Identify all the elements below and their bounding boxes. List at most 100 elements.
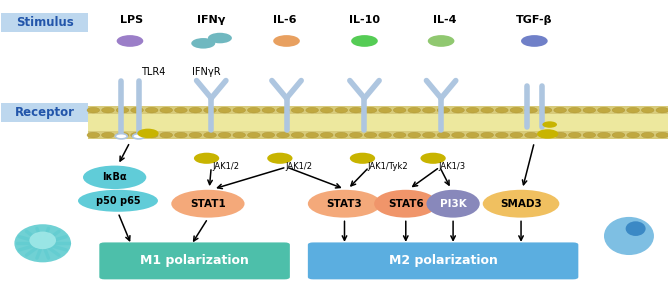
- Circle shape: [521, 35, 548, 47]
- FancyBboxPatch shape: [88, 114, 668, 131]
- Circle shape: [102, 107, 114, 113]
- Circle shape: [466, 107, 479, 113]
- Circle shape: [116, 35, 143, 47]
- Circle shape: [208, 33, 232, 43]
- Text: TGF-β: TGF-β: [516, 15, 553, 25]
- Ellipse shape: [83, 165, 147, 189]
- Circle shape: [175, 132, 187, 138]
- Text: LPS: LPS: [120, 15, 143, 25]
- Circle shape: [627, 132, 640, 138]
- Text: STAT1: STAT1: [190, 199, 226, 209]
- Circle shape: [379, 132, 391, 138]
- FancyBboxPatch shape: [308, 242, 578, 279]
- Circle shape: [115, 133, 127, 139]
- Text: IL-4: IL-4: [433, 15, 456, 25]
- FancyBboxPatch shape: [1, 13, 88, 32]
- Circle shape: [233, 107, 246, 113]
- Text: M2 polarization: M2 polarization: [389, 254, 498, 267]
- Circle shape: [320, 132, 333, 138]
- Circle shape: [145, 132, 158, 138]
- Text: STAT6: STAT6: [388, 199, 423, 209]
- Circle shape: [481, 107, 494, 113]
- FancyBboxPatch shape: [1, 103, 88, 122]
- Circle shape: [642, 107, 654, 113]
- Circle shape: [393, 107, 406, 113]
- Circle shape: [452, 107, 464, 113]
- Circle shape: [656, 132, 668, 138]
- Circle shape: [537, 129, 559, 139]
- Circle shape: [423, 107, 436, 113]
- Ellipse shape: [604, 217, 654, 255]
- Circle shape: [437, 107, 450, 113]
- Circle shape: [87, 132, 100, 138]
- Circle shape: [524, 107, 537, 113]
- Circle shape: [379, 107, 391, 113]
- Circle shape: [233, 132, 246, 138]
- FancyBboxPatch shape: [88, 131, 668, 139]
- Circle shape: [583, 107, 595, 113]
- Text: JAK1/Tyk2: JAK1/Tyk2: [368, 162, 409, 171]
- Text: Receptor: Receptor: [15, 106, 75, 119]
- Circle shape: [554, 132, 567, 138]
- Circle shape: [291, 132, 304, 138]
- Circle shape: [612, 107, 625, 113]
- Circle shape: [306, 107, 318, 113]
- Text: Stimulus: Stimulus: [16, 16, 74, 29]
- Circle shape: [203, 107, 216, 113]
- Text: IFNγR: IFNγR: [192, 67, 221, 77]
- Circle shape: [408, 107, 421, 113]
- Text: IκBα: IκBα: [102, 172, 127, 182]
- Circle shape: [145, 107, 158, 113]
- Ellipse shape: [374, 190, 438, 218]
- Text: IL-6: IL-6: [273, 15, 296, 25]
- Circle shape: [597, 107, 610, 113]
- Circle shape: [262, 132, 275, 138]
- Circle shape: [408, 132, 421, 138]
- Circle shape: [350, 132, 362, 138]
- Circle shape: [273, 35, 300, 47]
- Circle shape: [496, 132, 508, 138]
- Circle shape: [218, 107, 231, 113]
- Circle shape: [583, 132, 595, 138]
- Ellipse shape: [483, 190, 559, 218]
- Ellipse shape: [78, 190, 158, 212]
- Circle shape: [496, 107, 508, 113]
- Circle shape: [102, 132, 114, 138]
- Text: IFNγ: IFNγ: [197, 15, 225, 25]
- Circle shape: [191, 38, 215, 49]
- Text: STAT3: STAT3: [326, 199, 363, 209]
- Circle shape: [569, 107, 581, 113]
- Circle shape: [194, 153, 219, 164]
- Circle shape: [248, 132, 260, 138]
- Circle shape: [642, 132, 654, 138]
- Circle shape: [524, 132, 537, 138]
- Circle shape: [277, 107, 289, 113]
- Circle shape: [189, 132, 202, 138]
- Circle shape: [116, 107, 129, 113]
- Circle shape: [320, 107, 333, 113]
- Text: JAK1/3: JAK1/3: [438, 162, 466, 171]
- Circle shape: [427, 35, 454, 47]
- Circle shape: [481, 132, 494, 138]
- Ellipse shape: [14, 224, 71, 262]
- Text: TLR4: TLR4: [141, 67, 166, 77]
- Text: SMAD3: SMAD3: [500, 199, 542, 209]
- Circle shape: [130, 132, 143, 138]
- Circle shape: [137, 129, 159, 138]
- Text: PI3K: PI3K: [440, 199, 466, 209]
- Circle shape: [335, 107, 348, 113]
- Circle shape: [554, 107, 567, 113]
- Circle shape: [218, 132, 231, 138]
- Circle shape: [539, 132, 552, 138]
- Ellipse shape: [308, 190, 381, 218]
- Circle shape: [130, 107, 143, 113]
- Circle shape: [132, 133, 145, 139]
- Circle shape: [597, 132, 610, 138]
- Circle shape: [87, 107, 100, 113]
- Text: p50 p65: p50 p65: [96, 196, 140, 206]
- Ellipse shape: [171, 190, 245, 218]
- Circle shape: [306, 132, 318, 138]
- Circle shape: [539, 107, 552, 113]
- Circle shape: [116, 132, 129, 138]
- Circle shape: [160, 132, 173, 138]
